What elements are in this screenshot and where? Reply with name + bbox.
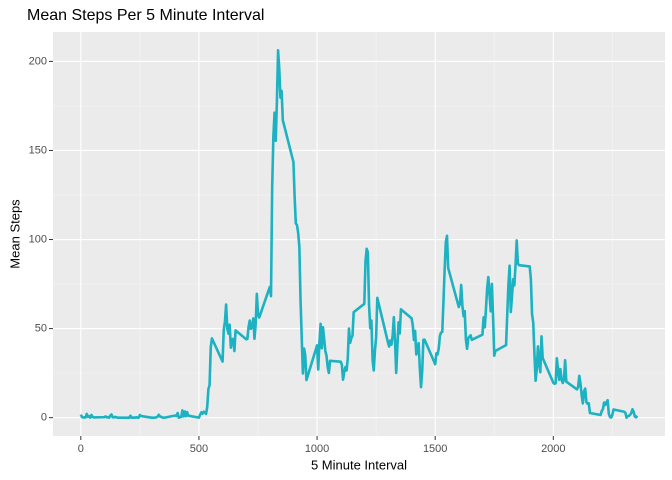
- y-tick-label: 100: [29, 233, 47, 245]
- data-line: [79, 49, 639, 419]
- chart-title: Mean Steps Per 5 Minute Interval: [27, 7, 264, 24]
- x-tick-label: 500: [190, 443, 208, 455]
- x-tick-label: 2000: [541, 443, 565, 455]
- y-tick-label: 0: [41, 412, 47, 424]
- y-axis-label: Mean Steps: [7, 199, 22, 269]
- y-tick-label: 50: [35, 322, 47, 334]
- x-axis-label: 5 Minute Interval: [311, 457, 407, 472]
- plot-panel: [53, 32, 665, 436]
- x-tick-label: 0: [78, 443, 84, 455]
- y-tick-label: 200: [29, 55, 47, 67]
- x-tick-label: 1500: [423, 443, 447, 455]
- x-tick-label: 1000: [305, 443, 329, 455]
- y-tick-label: 150: [29, 144, 47, 156]
